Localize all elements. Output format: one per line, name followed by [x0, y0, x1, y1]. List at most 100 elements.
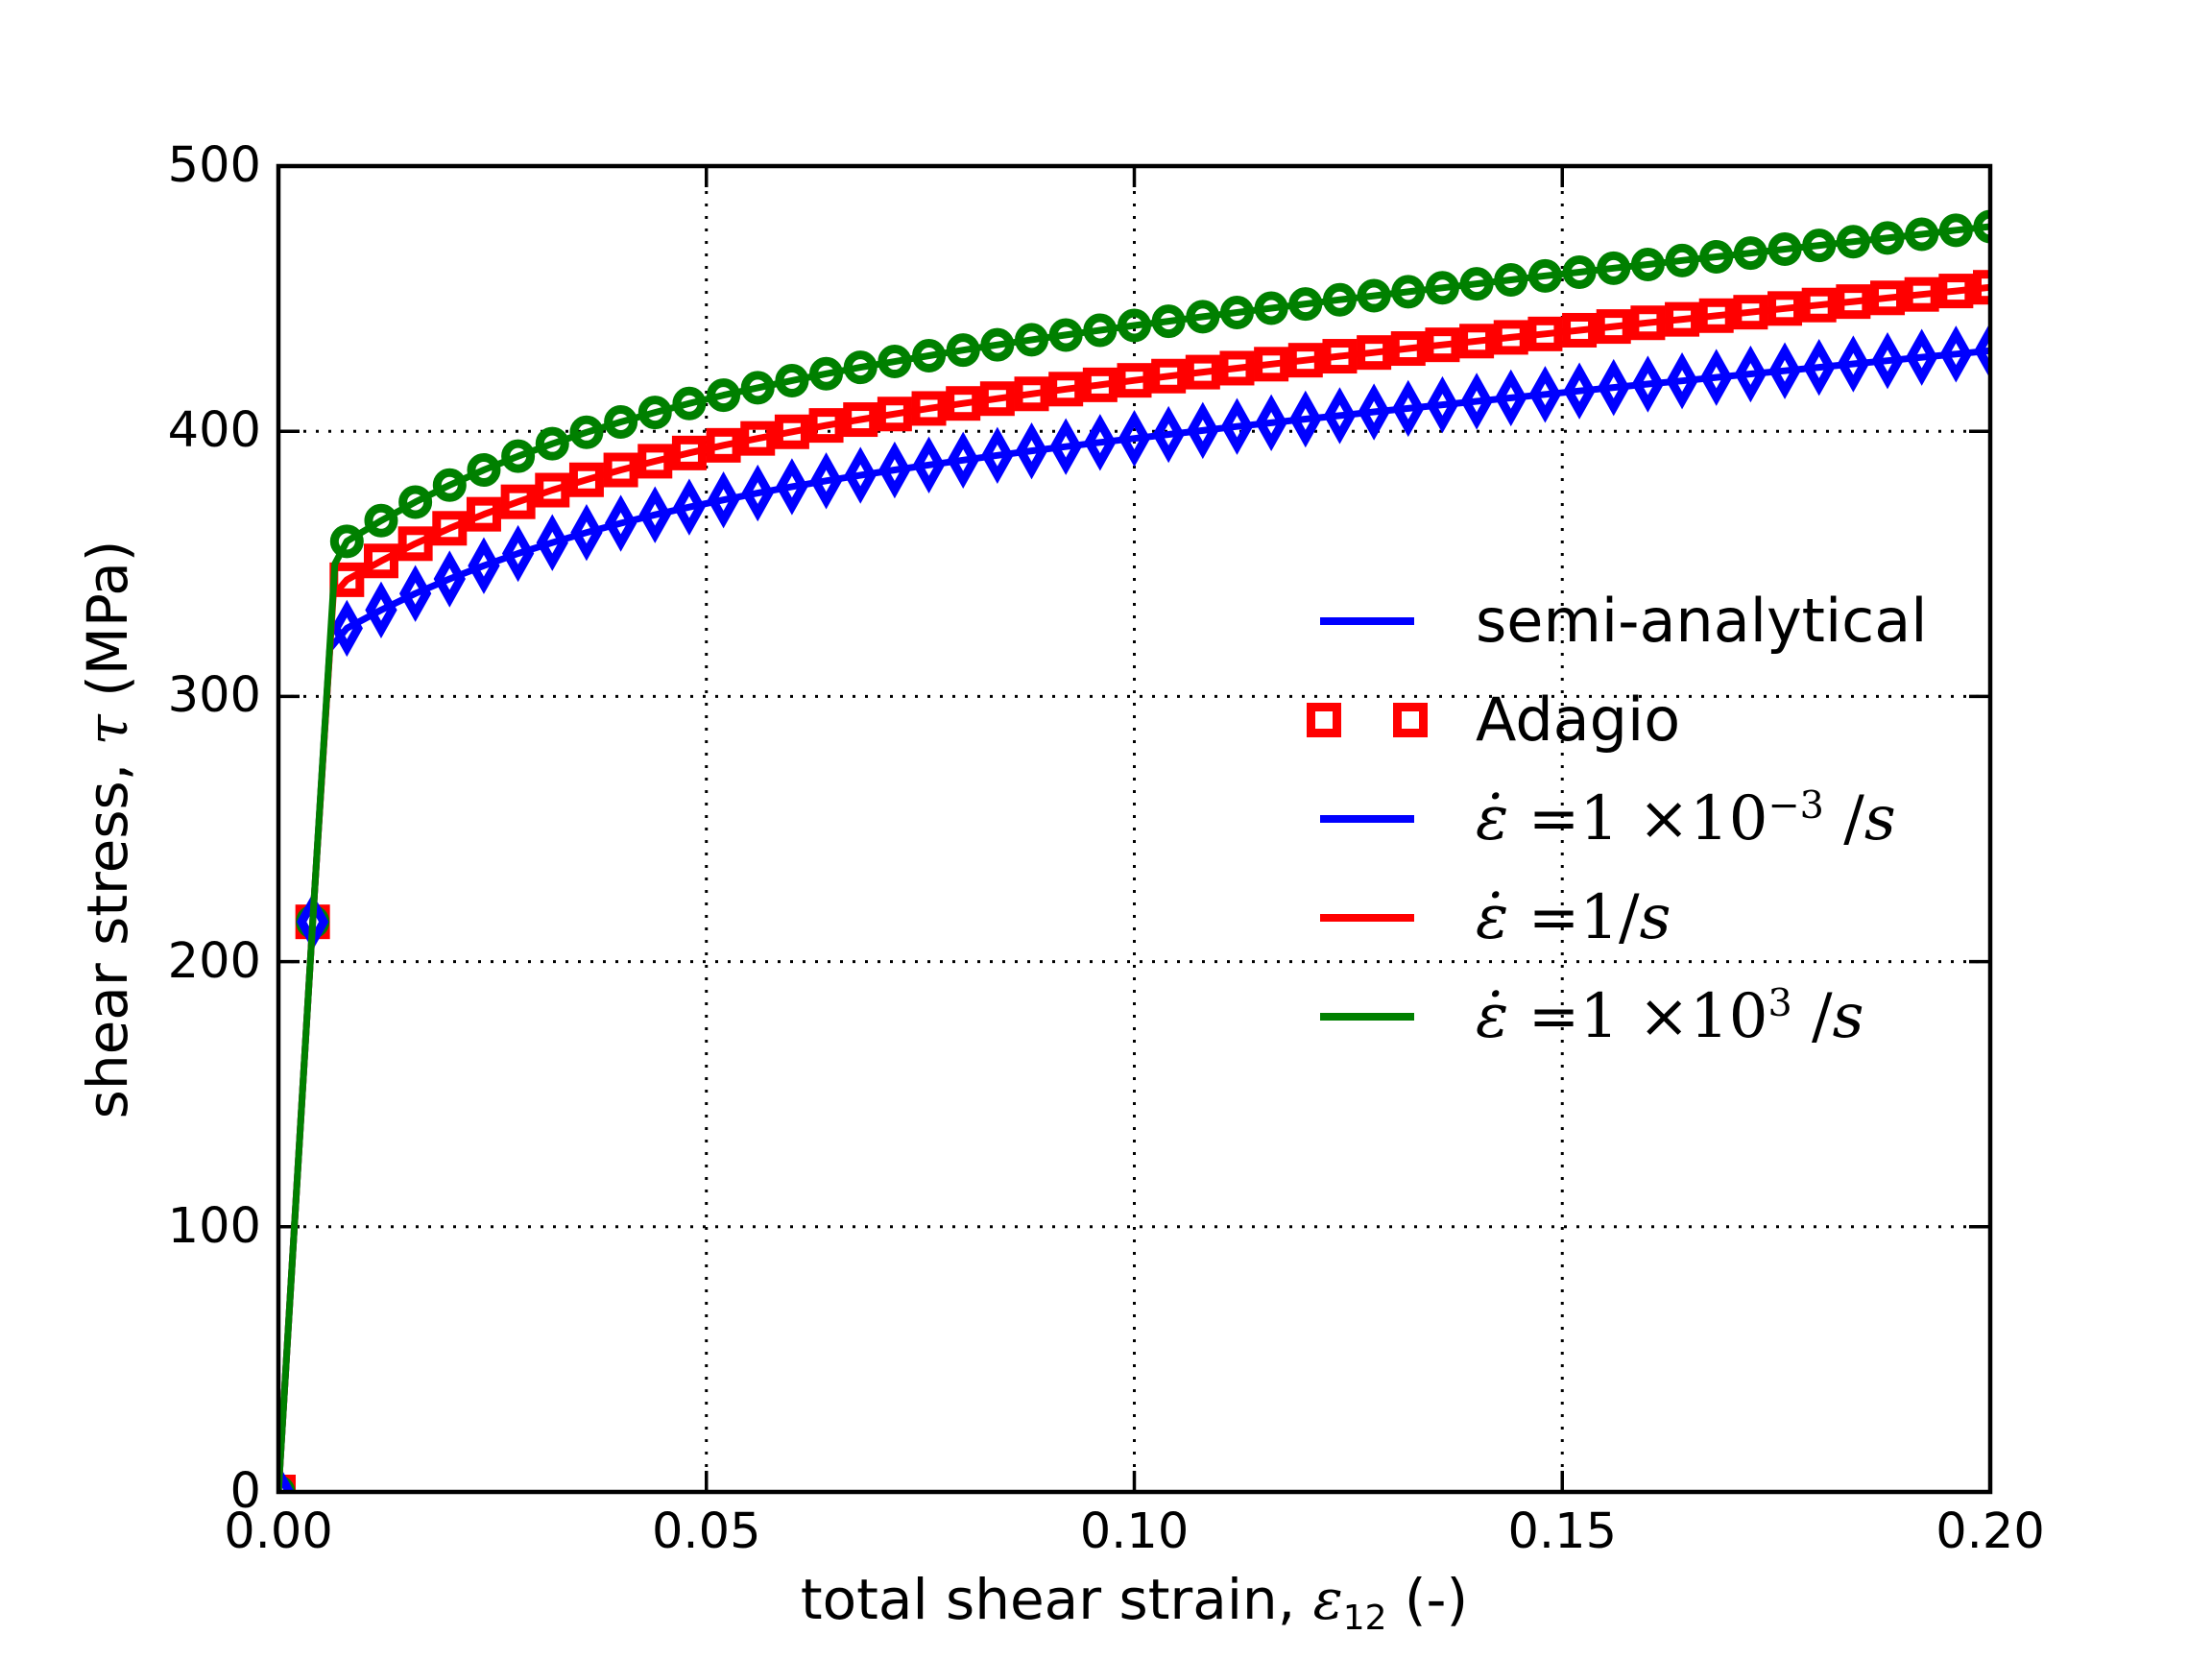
marker-diamond — [1495, 369, 1527, 427]
marker-diamond — [844, 446, 877, 504]
label-part: s — [1832, 981, 1864, 1052]
marker-diamond — [1906, 328, 1938, 386]
marker-diamond — [1084, 414, 1117, 471]
marker-square — [363, 543, 398, 579]
legend-label-0: semi-analytical — [1476, 591, 1927, 651]
y-tick-label-500: 500 — [167, 136, 261, 194]
semi-analytical-line — [278, 283, 1990, 1492]
marker-diamond — [1152, 405, 1185, 464]
marker-diamond — [1734, 345, 1767, 403]
marker-diamond — [1255, 394, 1287, 452]
y-tick-label-100: 100 — [167, 1197, 261, 1255]
marker-diamond — [1837, 335, 1870, 393]
marker-diamond — [501, 524, 535, 583]
marker-diamond — [1939, 325, 1972, 383]
label-part: 1 ×10 — [1579, 783, 1768, 854]
label-part: Adagio — [1476, 685, 1681, 755]
marker-diamond — [638, 486, 671, 543]
label-part: = — [1508, 882, 1580, 953]
marker-diamond — [1323, 387, 1357, 445]
marker-diamond — [981, 426, 1014, 485]
y-axis-label: shear stress, τ (MPa) — [75, 540, 140, 1118]
marker-circle — [604, 405, 638, 440]
label-part: / — [1791, 981, 1833, 1052]
marker-diamond — [536, 514, 568, 571]
marker-diamond — [570, 504, 603, 562]
marker-diamond — [707, 471, 740, 529]
label-part: shear stress, — [75, 744, 140, 1118]
plot-area — [278, 209, 1990, 1492]
marker-square — [397, 526, 433, 562]
marker-diamond — [1974, 322, 1990, 379]
x-tick-label-0.10: 0.10 — [1079, 1503, 1190, 1560]
x-axis-label: total shear strain, ε12 (-) — [801, 1567, 1469, 1638]
y-tick-label-0: 0 — [229, 1462, 261, 1520]
marker-diamond — [1220, 397, 1254, 455]
marker-square — [432, 511, 468, 546]
marker-circle — [569, 415, 604, 449]
gridlines — [278, 166, 1990, 1492]
label-part: (MPa) — [75, 540, 140, 714]
marker-diamond — [947, 431, 979, 490]
marker-diamond — [1392, 379, 1425, 438]
legend-label-3: ε̇ =1/s — [1476, 887, 1671, 949]
legend-label-4: ε̇ =1 ×103 /s — [1476, 984, 1863, 1047]
label-part: s — [1863, 783, 1896, 854]
x-tick-label-0.20: 0.20 — [1936, 1503, 2045, 1560]
marker-diamond — [1631, 355, 1665, 413]
marker-circle — [364, 503, 398, 538]
label-part: τ — [75, 713, 140, 745]
label-part: ε — [1312, 1567, 1343, 1632]
semi-analytical-line — [278, 347, 1990, 1492]
marker-diamond — [741, 464, 774, 522]
marker-square — [568, 462, 604, 497]
x-tick-label-0.00: 0.00 — [224, 1503, 333, 1560]
marker-diamond — [1598, 358, 1630, 417]
y-tick-label-400: 400 — [167, 402, 261, 460]
marker-square — [1307, 703, 1341, 737]
marker-diamond — [1187, 401, 1219, 460]
label-part: ε̇ — [1476, 981, 1509, 1052]
marker-diamond — [604, 494, 637, 552]
x-tick-label-0.15: 0.15 — [1507, 1503, 1618, 1560]
label-part: semi-analytical — [1476, 586, 1928, 656]
marker-diamond — [878, 441, 911, 499]
label-part: = — [1508, 783, 1580, 854]
semi-analytical-line — [278, 223, 1990, 1492]
marker-diamond — [1666, 352, 1698, 410]
label-part: = — [1508, 981, 1580, 1052]
y-tick-label-300: 300 — [167, 667, 261, 725]
marker-square — [535, 472, 570, 508]
marker-diamond — [1289, 390, 1322, 448]
label-part: −3 — [1767, 783, 1824, 829]
marker-diamond — [673, 478, 706, 536]
marker-circle — [329, 524, 364, 559]
marker-diamond — [1460, 373, 1493, 430]
marker-diamond — [1871, 332, 1904, 390]
marker-diamond — [1528, 366, 1562, 423]
marker-diamond — [809, 452, 843, 510]
label-part: s — [1639, 882, 1671, 953]
marker-circle — [467, 453, 501, 488]
marker-diamond — [1563, 362, 1596, 420]
marker-diamond — [1803, 338, 1836, 397]
x-tick-label-0.05: 0.05 — [651, 1503, 761, 1560]
label-part: 12 — [1342, 1598, 1387, 1638]
marker-square — [1393, 703, 1428, 737]
marker-diamond — [278, 1463, 295, 1492]
legend-label-1: Adagio — [1476, 690, 1680, 750]
legend-label-2: ε̇ =1 ×10−3 /s — [1476, 786, 1896, 850]
label-part: (-) — [1386, 1567, 1469, 1632]
legend-samples — [1307, 617, 1428, 1021]
marker-diamond — [1700, 349, 1733, 406]
marker-diamond — [1049, 418, 1082, 475]
label-part: 1 ×10 — [1579, 981, 1768, 1052]
adagio-markers-open-circle — [278, 209, 1990, 1492]
adagio-markers-thin-diamond — [278, 322, 1990, 1492]
label-part: ε̇ — [1476, 882, 1509, 953]
axes-frame — [276, 163, 1993, 1495]
marker-square — [466, 496, 501, 532]
marker-diamond — [433, 550, 466, 608]
marker-circle — [398, 485, 433, 519]
